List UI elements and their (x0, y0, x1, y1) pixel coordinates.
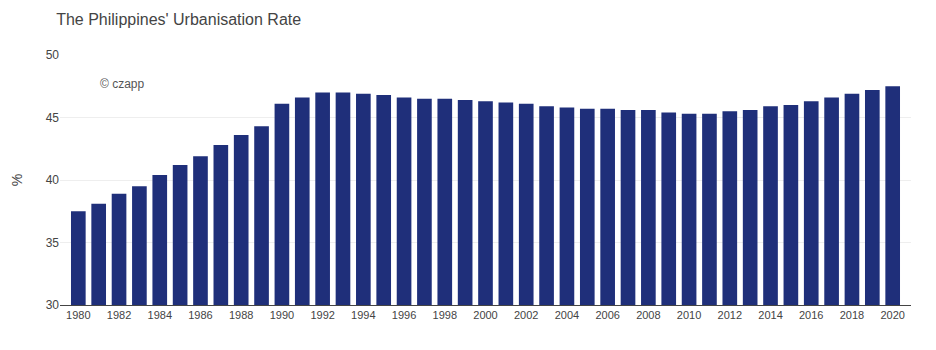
svg-text:1994: 1994 (351, 309, 375, 321)
svg-text:40: 40 (46, 173, 60, 187)
svg-text:1990: 1990 (270, 309, 294, 321)
svg-text:1988: 1988 (229, 309, 253, 321)
svg-text:1980: 1980 (66, 309, 90, 321)
svg-text:1992: 1992 (310, 309, 334, 321)
svg-text:2014: 2014 (758, 309, 782, 321)
svg-text:2006: 2006 (595, 309, 619, 321)
svg-text:2020: 2020 (880, 309, 904, 321)
svg-text:© czapp: © czapp (100, 77, 145, 91)
svg-text:45: 45 (46, 111, 60, 125)
svg-text:35: 35 (46, 236, 60, 250)
svg-text:2018: 2018 (840, 309, 864, 321)
svg-text:2016: 2016 (799, 309, 823, 321)
svg-text:2000: 2000 (473, 309, 497, 321)
svg-text:30: 30 (46, 298, 60, 312)
svg-text:2012: 2012 (718, 309, 742, 321)
svg-text:1982: 1982 (107, 309, 131, 321)
svg-text:1996: 1996 (392, 309, 416, 321)
svg-text:50: 50 (46, 48, 60, 62)
svg-text:The Philippines' Urbanisation: The Philippines' Urbanisation Rate (56, 11, 301, 28)
svg-text:1986: 1986 (188, 309, 212, 321)
svg-text:2008: 2008 (636, 309, 660, 321)
svg-text:%: % (9, 174, 25, 186)
svg-text:1998: 1998 (433, 309, 457, 321)
svg-text:2002: 2002 (514, 309, 538, 321)
svg-text:2010: 2010 (677, 309, 701, 321)
svg-text:2004: 2004 (555, 309, 579, 321)
svg-text:1984: 1984 (148, 309, 172, 321)
